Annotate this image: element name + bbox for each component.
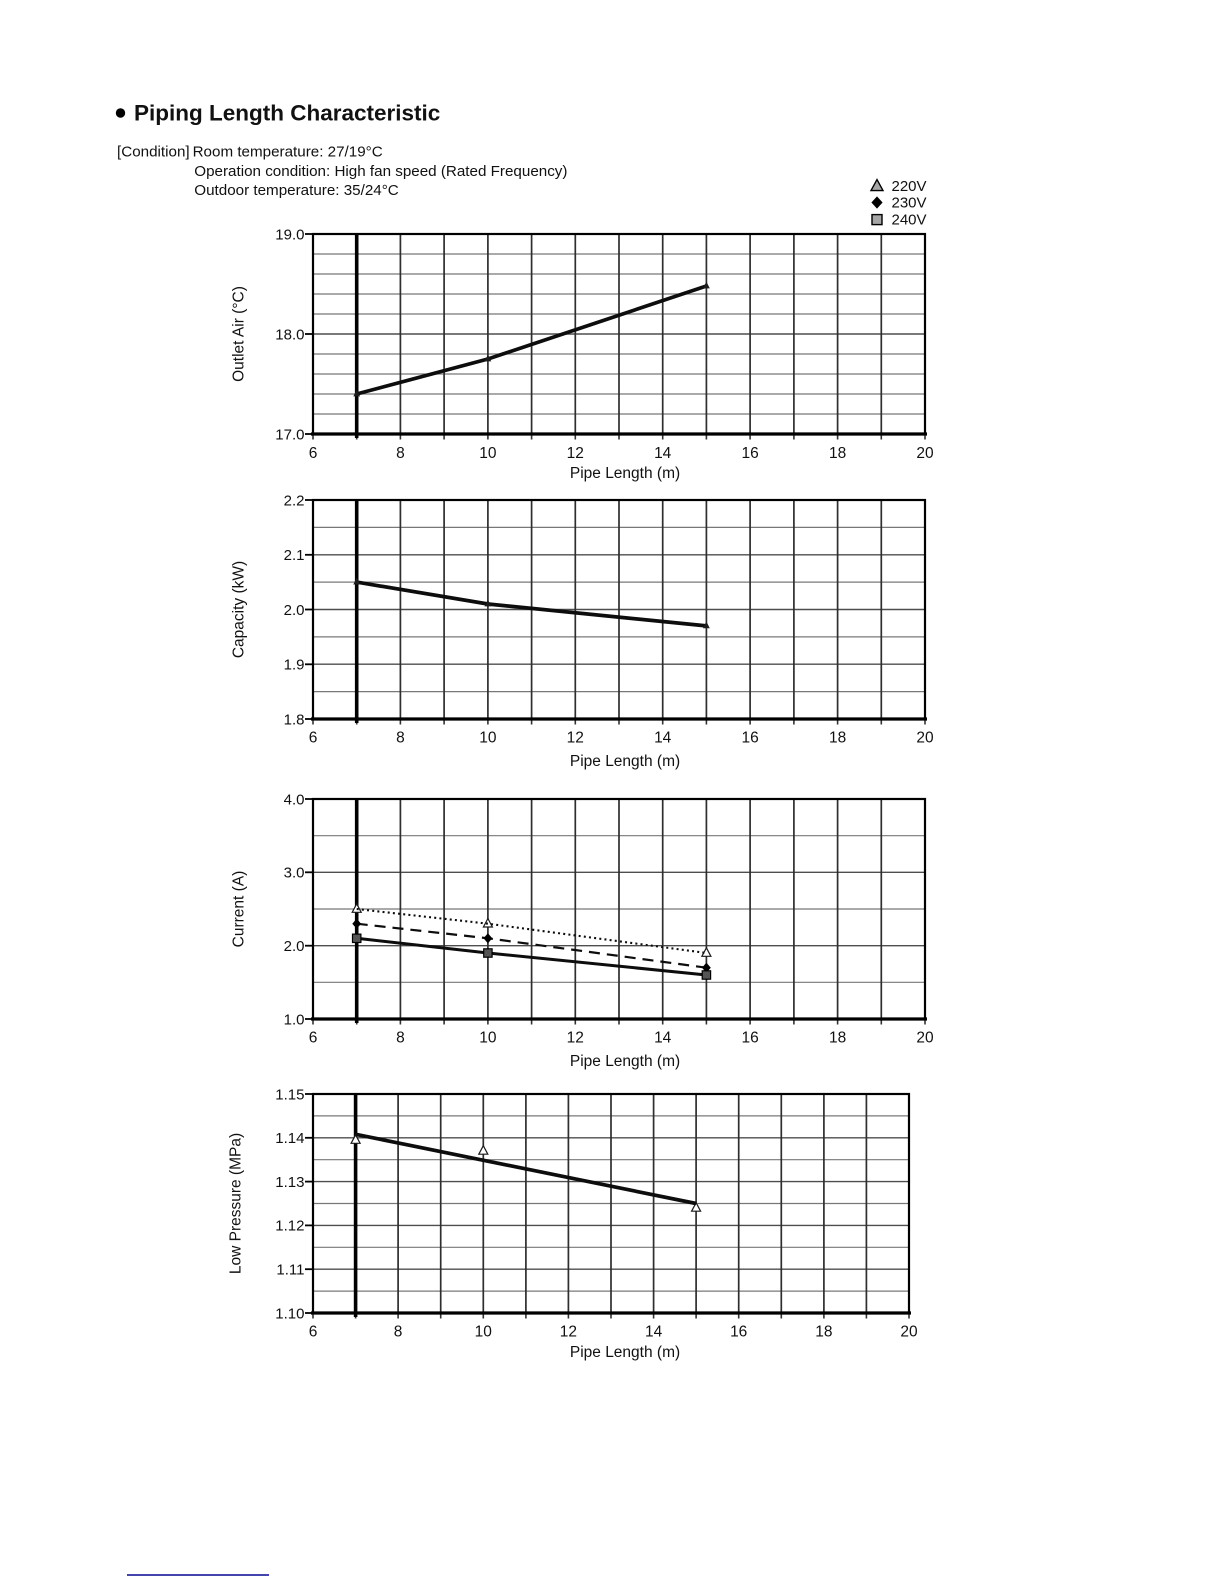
- svg-text:14: 14: [645, 1323, 663, 1340]
- svg-text:14: 14: [654, 729, 672, 746]
- svg-text:240V: 240V: [892, 212, 927, 229]
- svg-text:230V: 230V: [892, 195, 927, 212]
- svg-text:20: 20: [916, 729, 934, 746]
- svg-text:18.0: 18.0: [275, 326, 304, 343]
- svg-text:1.9: 1.9: [284, 657, 305, 674]
- svg-text:16: 16: [741, 445, 758, 462]
- svg-text:6: 6: [309, 445, 318, 462]
- svg-text:1.11: 1.11: [276, 1262, 304, 1279]
- svg-text:1.14: 1.14: [275, 1130, 304, 1147]
- svg-text:14: 14: [654, 1029, 672, 1046]
- svg-text:[Condition]: [Condition]: [117, 144, 190, 161]
- svg-text:18: 18: [829, 445, 846, 462]
- svg-text:Pipe Length (m): Pipe Length (m): [570, 465, 680, 482]
- svg-text:20: 20: [916, 1029, 934, 1046]
- svg-text:10: 10: [475, 1323, 493, 1340]
- svg-text:10: 10: [479, 729, 497, 746]
- svg-text:8: 8: [394, 1323, 403, 1340]
- svg-text:20: 20: [900, 1323, 918, 1340]
- svg-text:2.0: 2.0: [284, 938, 305, 955]
- svg-text:19.0: 19.0: [275, 226, 304, 243]
- svg-text:2.2: 2.2: [284, 492, 305, 509]
- svg-text:1.8: 1.8: [284, 711, 305, 728]
- svg-text:1.15: 1.15: [275, 1086, 304, 1103]
- svg-text:1.12: 1.12: [275, 1218, 304, 1235]
- svg-text:18: 18: [815, 1323, 832, 1340]
- svg-text:16: 16: [741, 729, 758, 746]
- svg-text:12: 12: [567, 1029, 584, 1046]
- svg-text:Capacity (kW): Capacity (kW): [231, 561, 248, 658]
- svg-text:8: 8: [396, 729, 405, 746]
- svg-text:Outlet Air (°C): Outlet Air (°C): [231, 286, 248, 382]
- svg-text:10: 10: [479, 445, 497, 462]
- svg-text:Outdoor temperature: 35/24°C: Outdoor temperature: 35/24°C: [194, 182, 398, 199]
- svg-text:Pipe Length (m): Pipe Length (m): [570, 753, 680, 770]
- svg-text:20: 20: [916, 445, 934, 462]
- svg-text:12: 12: [567, 729, 584, 746]
- svg-text:14: 14: [654, 445, 672, 462]
- svg-text:Room temperature: 27/19°C: Room temperature: 27/19°C: [193, 144, 383, 161]
- svg-text:2.0: 2.0: [284, 602, 305, 619]
- svg-text:16: 16: [741, 1029, 758, 1046]
- svg-text:12: 12: [567, 445, 584, 462]
- svg-text:1.0: 1.0: [284, 1011, 305, 1028]
- svg-text:1.13: 1.13: [275, 1174, 304, 1191]
- svg-text:10: 10: [479, 1029, 497, 1046]
- svg-text:2.1: 2.1: [284, 547, 305, 564]
- svg-text:18: 18: [829, 1029, 846, 1046]
- svg-text:220V: 220V: [892, 178, 927, 195]
- svg-text:16: 16: [730, 1323, 747, 1340]
- svg-text:6: 6: [309, 1323, 318, 1340]
- svg-text:6: 6: [309, 729, 318, 746]
- svg-text:Low Pressure (MPa): Low Pressure (MPa): [228, 1133, 245, 1274]
- svg-text:8: 8: [396, 445, 405, 462]
- svg-text:Pipe Length (m): Pipe Length (m): [570, 1053, 680, 1070]
- svg-text:4.0: 4.0: [284, 791, 305, 808]
- svg-text:17.0: 17.0: [275, 426, 304, 443]
- svg-text:Piping Length Characteristic: Piping Length Characteristic: [134, 101, 440, 126]
- svg-text:18: 18: [829, 729, 846, 746]
- svg-text:Operation condition: High fan: Operation condition: High fan speed (Rat…: [194, 163, 567, 180]
- svg-text:Current (A): Current (A): [231, 871, 248, 948]
- svg-text:6: 6: [309, 1029, 318, 1046]
- svg-text:Pipe Length (m): Pipe Length (m): [570, 1344, 680, 1361]
- svg-text:8: 8: [396, 1029, 405, 1046]
- svg-text:1.10: 1.10: [275, 1305, 304, 1322]
- svg-text:3.0: 3.0: [284, 865, 305, 882]
- svg-text:12: 12: [560, 1323, 577, 1340]
